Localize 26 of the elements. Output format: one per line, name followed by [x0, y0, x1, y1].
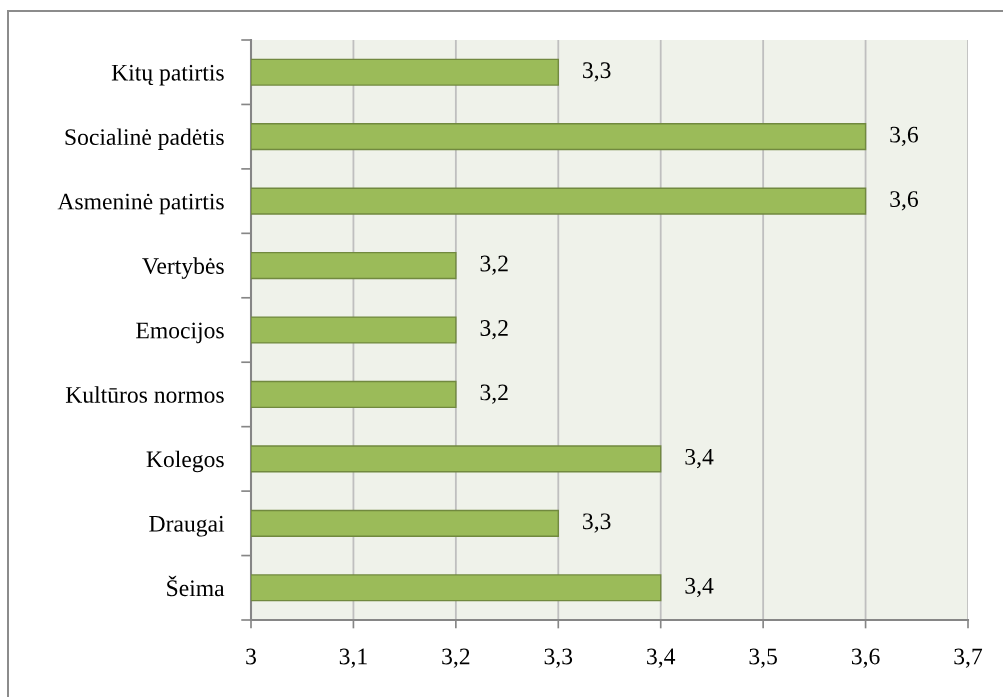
x-tick-label: 3,7: [954, 648, 983, 668]
x-tick-label: 3,3: [544, 648, 573, 668]
data-label: 3,2: [480, 320, 508, 340]
data-label: 3,3: [583, 62, 611, 82]
x-tick-label: 3,1: [339, 648, 367, 668]
y-tick-label: Emocijos: [136, 322, 224, 344]
data-label: 3,4: [685, 577, 714, 598]
y-tick-label: Kultūros normos: [65, 386, 224, 403]
y-tick-label: Draugai: [149, 515, 225, 537]
data-label: 3,3: [583, 513, 611, 533]
data-label: 3,6: [890, 126, 918, 146]
data-label: 3,4: [685, 448, 714, 469]
x-tick-label: 3,6: [851, 648, 880, 668]
y-tick-label: Socialinė padėtis: [65, 128, 224, 150]
x-tick-label: 3: [246, 648, 256, 665]
data-label: 3,6: [890, 191, 918, 211]
data-label: 3,2: [480, 384, 508, 404]
y-tick-label: Kitų patirtis: [111, 64, 224, 86]
y-tick-label: Šeima: [167, 575, 225, 597]
y-tick-label: Kolegos: [146, 450, 224, 473]
x-tick-label: 3,5: [749, 648, 777, 668]
x-tick-label: 3,2: [442, 648, 470, 668]
x-tick-label: 3,4: [647, 648, 676, 668]
data-label: 3,2: [480, 255, 508, 275]
y-tick-label: Asmeninė patirtis: [57, 193, 224, 215]
y-tick-label: Vertybės: [142, 257, 224, 279]
